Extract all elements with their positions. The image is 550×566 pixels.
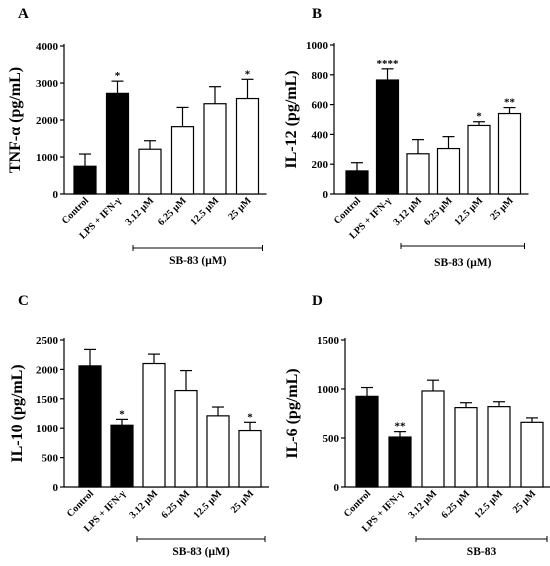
category-label: 3.12 μM: [392, 195, 425, 228]
category-label: 25 μM: [226, 195, 254, 223]
panel-b: BIL-12 (pg/mL)02004006008001000Control**…: [283, 6, 529, 269]
y-tick-label: 1500: [317, 335, 340, 347]
bar: [78, 365, 102, 488]
y-tick-label: 600: [312, 100, 329, 112]
y-tick-label: 3000: [36, 78, 59, 90]
bar: [170, 126, 195, 195]
y-tick-label: 2000: [36, 364, 59, 376]
bar: [203, 103, 227, 195]
bar: [406, 153, 430, 195]
y-tick-label: 0: [323, 189, 329, 201]
panel-letter: B: [312, 6, 322, 22]
category-label: 12.5 μM: [473, 488, 506, 521]
category-label: 3.12 μM: [128, 488, 161, 521]
panel-c: C IL-10 (pg/mL) 0 500 1000 1500 2000 2500 Contro…: [9, 293, 269, 558]
y-tick-label: 0: [53, 189, 59, 201]
significance-marker: **: [395, 421, 407, 433]
category-label: 6.25 μM: [160, 488, 193, 521]
category-label: 12.5 μM: [189, 195, 222, 228]
bar: [110, 424, 134, 488]
significance-marker: **: [504, 97, 516, 109]
y-tick-label: 2000: [36, 115, 59, 127]
bar: [138, 148, 162, 195]
y-tick-label: 2500: [36, 335, 59, 347]
category-label: 12.5 μM: [453, 195, 486, 228]
bar: [375, 79, 400, 195]
y-axis-label: IL-12 (pg/mL): [283, 70, 300, 168]
significance-marker: *: [245, 68, 251, 80]
y-tick-label: 1000: [36, 423, 59, 435]
bar: [238, 429, 262, 488]
y-axis-label: IL-6 (pg/mL): [284, 368, 301, 458]
y-tick-label: 500: [323, 433, 340, 445]
bar: [454, 407, 478, 488]
panel-letter: C: [18, 293, 29, 309]
y-tick-label: 1000: [306, 40, 329, 52]
group-label: SB-83 (μM): [169, 255, 226, 267]
bar: [206, 415, 230, 488]
bar: [421, 390, 445, 488]
bar: [497, 112, 522, 195]
category-label: 25 μM: [229, 488, 257, 516]
bar: [467, 124, 491, 195]
bar: [487, 406, 511, 488]
y-tick-label: 1000: [36, 152, 59, 164]
bar: [345, 170, 369, 195]
group-label: SB-83 (μM): [172, 546, 229, 558]
panel-letter: A: [18, 6, 29, 22]
y-tick-label: 400: [312, 129, 329, 141]
category-label: 3.12 μM: [407, 488, 440, 521]
category-label: Control: [60, 195, 91, 226]
y-tick-label: 4000: [36, 41, 59, 53]
category-label: 6.25 μM: [440, 488, 473, 521]
y-axis-label: TNF-α (pg/mL): [7, 67, 24, 173]
y-tick-label: 500: [42, 453, 59, 465]
group-label: SB-83: [467, 546, 497, 558]
category-label: 3.12 μM: [124, 195, 157, 228]
significance-marker: *: [115, 70, 121, 82]
y-axis-label: IL-10 (pg/mL): [9, 364, 26, 462]
bar: [105, 92, 130, 195]
y-tick-label: 200: [312, 159, 329, 171]
bar: [142, 362, 166, 488]
category-label: 6.25 μM: [156, 195, 189, 228]
bar: [520, 421, 544, 488]
bar: [235, 97, 260, 195]
significance-marker: *: [247, 411, 253, 423]
bar: [436, 147, 461, 195]
y-tick-label: 0: [334, 482, 340, 494]
category-label: Control: [65, 488, 96, 519]
bar: [174, 389, 198, 488]
y-tick-label: 1000: [317, 384, 340, 396]
category-label: 6.25 μM: [422, 195, 455, 228]
significance-marker: *: [476, 111, 482, 123]
category-label: Control: [342, 488, 373, 519]
bar: [355, 395, 379, 488]
group-label: SB-83 (μM): [434, 257, 491, 269]
y-tick-label: 800: [312, 70, 329, 82]
bar: [388, 436, 412, 488]
category-label: 25 μM: [511, 488, 539, 516]
category-label: 25 μM: [488, 195, 516, 223]
y-tick-label: 1500: [36, 394, 59, 406]
bar: [73, 165, 97, 195]
significance-marker: ****: [377, 58, 400, 70]
y-tick-label: 0: [53, 482, 59, 494]
significance-marker: *: [119, 408, 125, 420]
category-label: 12.5 μM: [192, 488, 225, 521]
panel-letter: D: [312, 293, 323, 309]
